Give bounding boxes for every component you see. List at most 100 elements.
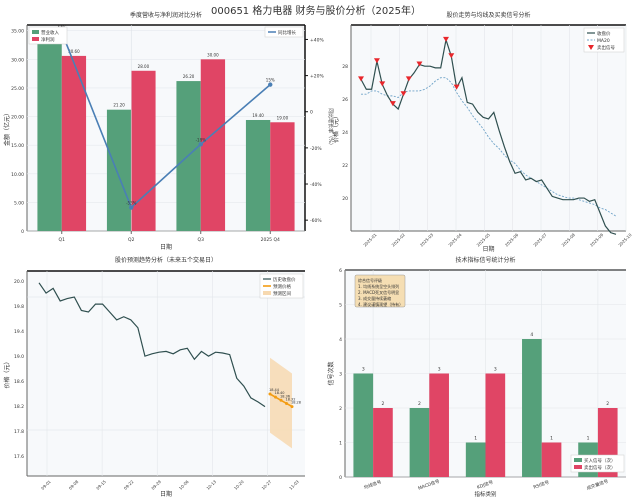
chart1-bar-profit <box>131 70 156 232</box>
chart4-annotation-line: 3. 成交量持续萎缩 <box>358 295 391 301</box>
chart2-sell-signal-marker <box>448 53 455 59</box>
chart2-ylabel: 价格（元） <box>332 113 340 143</box>
chart4-ytick-label: 5 <box>339 303 342 309</box>
chart4-ytick-label: 6 <box>339 268 342 274</box>
chart4-bar-sell <box>541 442 562 477</box>
chart2-ytick-label: 26 <box>342 97 348 103</box>
chart1-growth-label: 15% <box>266 78 275 83</box>
chart4-ytick-label: 2 <box>339 406 342 412</box>
chart2-xtick-label: 2025-01 <box>362 232 378 248</box>
chart4-bar-buy <box>522 339 542 477</box>
chart4-legend-label: 买入信号（次） <box>584 457 616 464</box>
chart4-bar-value-label: 1 <box>474 436 477 442</box>
chart4-bar-sell <box>485 373 506 477</box>
chart3-xtick-label: 09-08 <box>68 479 80 491</box>
chart3-xlabel: 日期 <box>160 490 172 498</box>
chart4-xtick-label: RSI信号 <box>532 478 550 490</box>
chart2-sell-signal-marker <box>379 81 386 87</box>
chart2-sell-signal-marker <box>416 61 423 67</box>
chart1-legend-swatch <box>32 30 39 34</box>
chart1-bar-revenue <box>245 119 271 231</box>
chart1-y2tick-label: 0 <box>310 110 313 116</box>
chart2-ytick-label: 22 <box>342 163 348 169</box>
chart3-ytick-label: 17.6 <box>14 454 24 460</box>
chart3-forecast-band <box>270 357 292 449</box>
chart3-xtick-label: 09-01 <box>40 479 52 491</box>
chart4-legend <box>570 454 625 473</box>
chart1-bar-revenue <box>106 109 132 231</box>
chart1-ytick-label: 20.00 <box>11 115 24 121</box>
chart3-history-line <box>38 282 266 408</box>
chart1-ytick-label: 15.00 <box>11 143 24 149</box>
chart4-bar-value-label: 2 <box>606 401 609 407</box>
chart2-xtick-label: 2025-08 <box>561 232 577 248</box>
chart4-legend-swatch <box>574 458 582 462</box>
chart1-legend-label: 同比增长 <box>278 29 296 36</box>
chart1-y2tick-label: -40% <box>310 182 322 188</box>
chart1-growth-point <box>198 142 203 147</box>
chart1-growth-point <box>268 82 273 87</box>
chart4-bar-buy <box>353 373 374 477</box>
chart2-legend-label: MA20 <box>597 38 610 44</box>
chart3-xtick-label: 09-22 <box>123 479 135 491</box>
chart2-legend-label: 收盘价 <box>597 30 611 37</box>
chart4-bar-value-label: 1 <box>550 436 553 442</box>
chart1-bar-value-label: 26.20 <box>183 74 195 79</box>
chart1-xtick-label: Q2 <box>128 237 135 243</box>
chart4-ytick-label: 3 <box>339 372 342 378</box>
chart3-ytick-label: 19.8 <box>14 304 24 310</box>
chart4-bar-value-label: 1 <box>587 436 590 442</box>
chart1-y2tick-label: +20% <box>310 74 324 80</box>
chart3-ytick-label: 17.8 <box>14 429 24 435</box>
chart4-legend-label: 卖出信号（次） <box>584 464 616 471</box>
chart3-ylabel: 价格（元） <box>3 358 11 388</box>
chart2-plot-area <box>351 25 626 231</box>
chart4-bar-buy <box>409 408 430 477</box>
chart1-title: 季度营收与净利润对比分析 <box>130 11 202 19</box>
chart1-xlabel: 日期 <box>160 243 172 251</box>
chart1-bar-value-label: 30.60 <box>68 49 80 54</box>
chart1-y2tick-label: -20% <box>310 146 322 152</box>
chart1-ytick-label: 0 <box>21 229 24 235</box>
chart2-xtick-label: 2025-07 <box>532 232 548 248</box>
chart4-xtick-label: 成交量信号 <box>586 477 610 491</box>
chart3-legend-band-swatch <box>263 291 271 295</box>
chart1-bar-profit <box>61 55 87 232</box>
chart4-annotation-line: 综合信号评级 <box>358 277 382 283</box>
chart4-xtick-label: 均线信号 <box>363 478 383 491</box>
chart1-ytick-label: 30.00 <box>11 57 24 63</box>
chart1-bar-value-label: 28.00 <box>138 64 150 69</box>
chart3-legend-label: 历史收盘价 <box>273 276 296 283</box>
chart4-annotation-box <box>354 274 406 308</box>
chart3-forecast-label: 18.40 <box>274 391 284 395</box>
figure-title: 000651 格力电器 财务与股价分析（2025年） <box>211 6 421 17</box>
chart4-title: 技术指标信号统计分析 <box>455 256 515 264</box>
chart1-growth-line <box>61 31 271 209</box>
chart2-sell-signal-marker <box>358 76 364 82</box>
chart3-xtick-label: 09-29 <box>150 479 162 491</box>
chart4-bar-buy <box>465 442 486 477</box>
chart4-annotation-line: 4. 建议谨慎观望（持有） <box>358 301 403 307</box>
chart1-xtick-label: 2025 Q4 <box>261 237 280 243</box>
chart4-bar-sell <box>429 373 449 477</box>
chart1-legend-label: 营业收入 <box>41 29 59 36</box>
chart4-bar-value-label: 3 <box>494 367 497 373</box>
chart1-bar-profit <box>200 59 226 232</box>
chart4-ytick-label: 0 <box>339 475 342 481</box>
chart4-bar-value-label: 4 <box>530 332 533 338</box>
chart3-xtick-label: 10-13 <box>205 479 217 491</box>
chart4-xtick-label: MACD信号 <box>417 477 441 491</box>
chart1-y2tick-label: -60% <box>310 218 322 224</box>
chart3-forecast-point <box>268 392 272 396</box>
chart2-title: 股价走势与均线及买卖信号分析 <box>446 11 530 19</box>
chart1-bar-value-label: 30.00 <box>207 52 219 57</box>
chart1-bar-value-label: 19.00 <box>277 115 289 120</box>
chart2-xtick-label: 2025-10 <box>617 232 632 248</box>
chart3-xtick-label: 10-27 <box>261 479 273 491</box>
chart3-forecast-point <box>290 405 294 409</box>
chart4-bar-sell <box>373 408 393 477</box>
chart3-forecast-point <box>279 398 283 402</box>
chart2-xlabel: 日期 <box>482 245 494 253</box>
chart4-bar-value-label: 2 <box>381 401 384 407</box>
